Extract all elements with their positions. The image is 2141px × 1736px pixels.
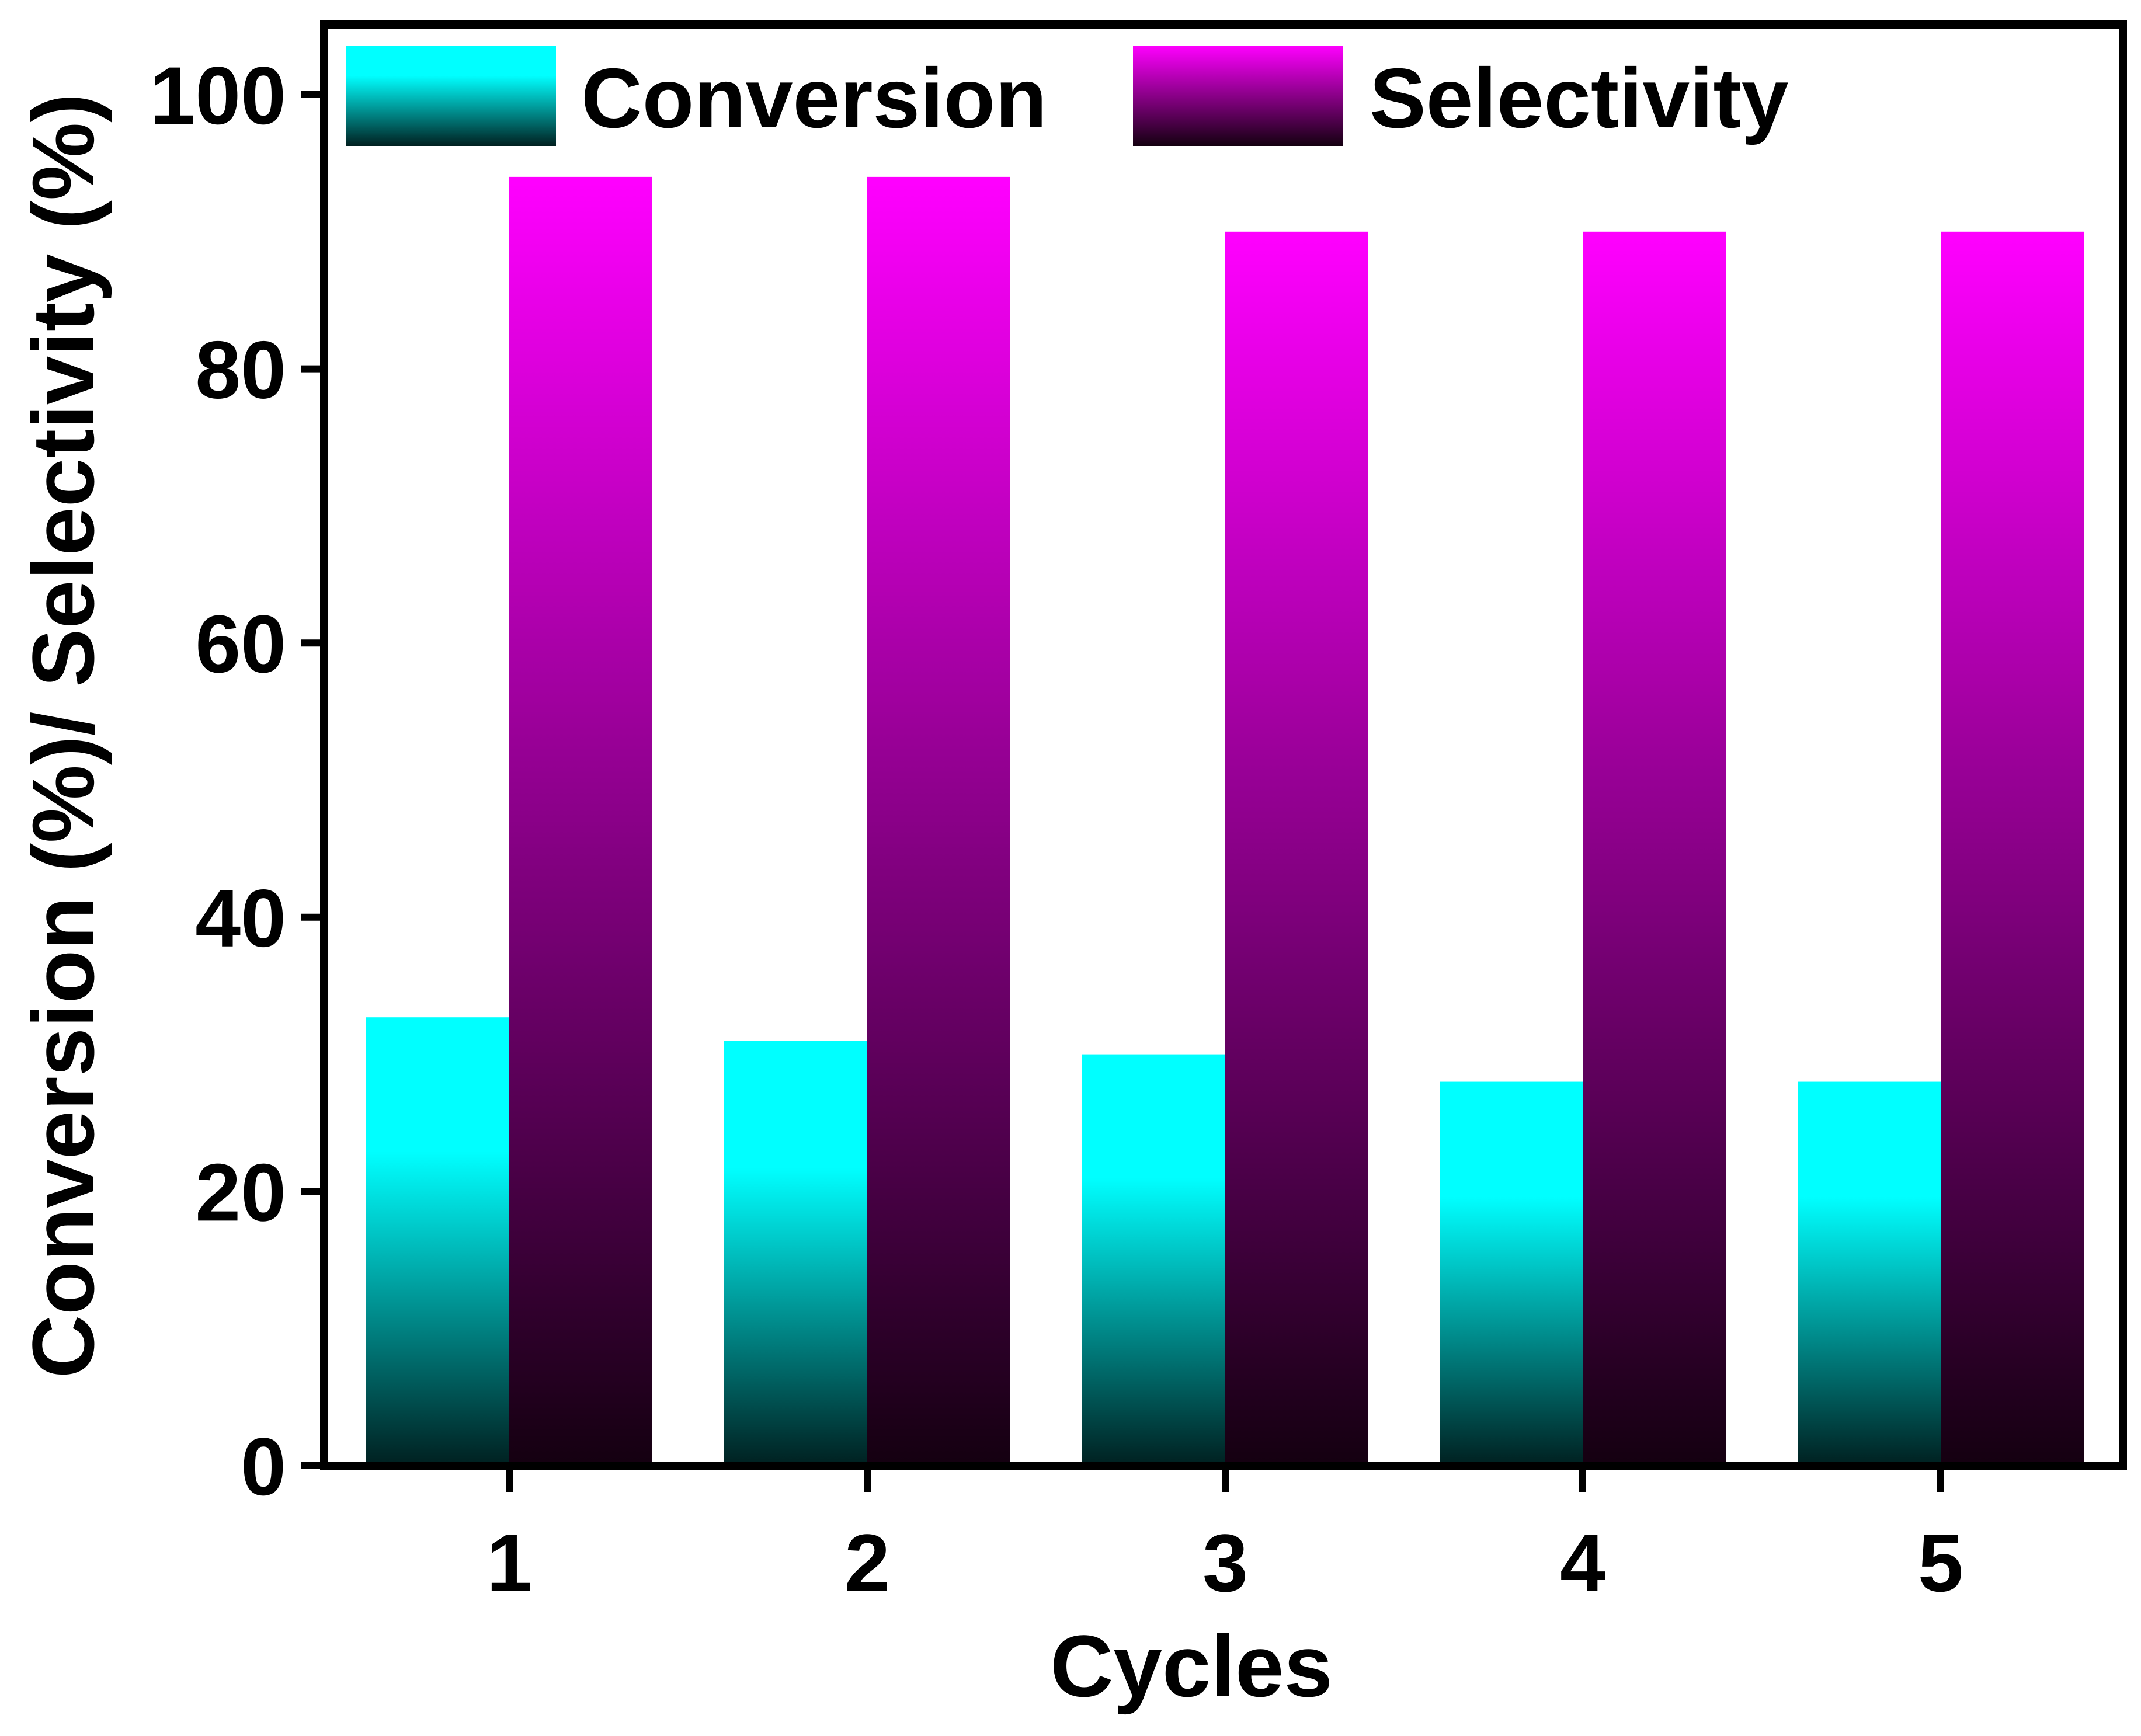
x-tick-label: 1 <box>486 1517 532 1609</box>
bar-selectivity-cycle-3 <box>1225 231 1368 1466</box>
legend-swatch-conversion <box>346 46 556 146</box>
bar-conversion-cycle-1 <box>366 1017 509 1466</box>
y-axis-title: Conversion (%)/ Selectivity (%) <box>14 93 112 1379</box>
y-tick-label: 80 <box>195 324 286 416</box>
x-tick-label: 5 <box>1918 1517 1963 1609</box>
legend-label-selectivity: Selectivity <box>1370 51 1788 145</box>
bar-conversion-cycle-4 <box>1440 1081 1583 1466</box>
legend-swatch-selectivity <box>1133 46 1343 146</box>
bars-group <box>366 176 2084 1466</box>
x-axis-title: Cycles <box>1050 1617 1333 1715</box>
y-tick-label: 40 <box>195 872 286 964</box>
y-axis: 0 20 40 60 80 100 <box>150 50 324 1512</box>
y-tick-label: 100 <box>150 50 286 141</box>
x-tick-label: 3 <box>1202 1517 1248 1609</box>
bar-conversion-cycle-2 <box>724 1041 867 1466</box>
bar-conversion-cycle-5 <box>1798 1081 1941 1466</box>
legend: Conversion Selectivity <box>346 46 1788 146</box>
y-tick-label: 0 <box>241 1421 286 1512</box>
y-tick-label: 60 <box>195 598 286 690</box>
x-tick-label: 4 <box>1560 1517 1605 1609</box>
x-axis: 1 2 3 4 5 <box>486 1466 1963 1609</box>
bar-selectivity-cycle-2 <box>867 176 1010 1466</box>
bar-selectivity-cycle-5 <box>1941 231 2084 1466</box>
bar-selectivity-cycle-4 <box>1583 231 1726 1466</box>
legend-label-conversion: Conversion <box>581 51 1047 145</box>
bar-selectivity-cycle-1 <box>509 176 652 1466</box>
y-tick-label: 20 <box>195 1146 286 1238</box>
x-tick-label: 2 <box>844 1517 890 1609</box>
bar-conversion-cycle-3 <box>1082 1054 1225 1466</box>
